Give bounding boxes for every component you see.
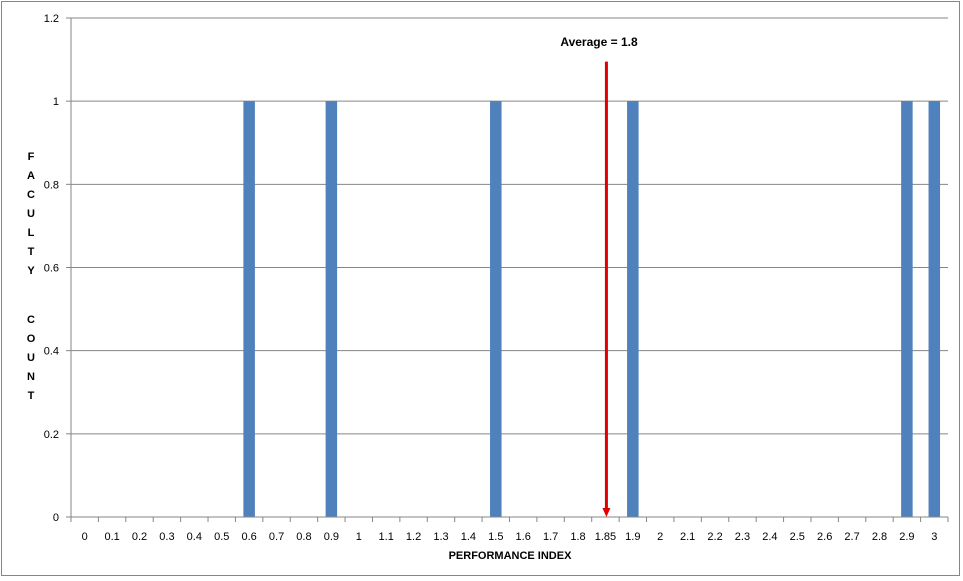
x-tick-label: 0: [82, 531, 88, 543]
x-tick-label: 2.9: [899, 531, 914, 543]
y-tick-label: 1: [53, 96, 59, 108]
y-tick-label: 0.6: [44, 263, 59, 275]
x-tick-label: 1.9: [625, 531, 640, 543]
x-tick-label: 0.5: [214, 531, 229, 543]
bar-1.9: [627, 101, 639, 518]
x-axis-title: PERFORMANCE INDEX: [449, 550, 573, 562]
x-tick-label: 1.85: [595, 531, 616, 543]
x-tick-labels: 0 0.1 0.2 0.3 0.4 0.5 0.6 0.7 0.8 0.9 1 1.1 1.2 1.3 1.…: [70, 517, 949, 543]
y-tick-label: 0.4: [44, 346, 59, 358]
x-tick-label: 1.8: [570, 531, 585, 543]
y-axis-title-letter: F: [28, 151, 35, 163]
x-tick-label: 2.3: [735, 531, 750, 543]
x-tick-label: 0.4: [187, 531, 202, 543]
y-tick-label: 1.2: [44, 13, 59, 25]
x-tick-label: 2.4: [762, 531, 777, 543]
y-axis-title-letter: T: [28, 390, 35, 402]
y-axis-title-letter: C: [27, 314, 35, 326]
y-tick-label: 0: [53, 512, 59, 524]
x-tick-label: 0.2: [132, 531, 147, 543]
bar-0.9: [325, 101, 338, 518]
y-axis-title-letter: C: [27, 189, 35, 201]
x-tick-label: 0.8: [296, 531, 311, 543]
x-tick-label: 1.2: [406, 531, 421, 543]
x-tick-label: 3: [931, 531, 937, 543]
y-tick-label: 0.8: [44, 179, 59, 191]
y-axis-title-letter: A: [27, 170, 35, 182]
x-tick-label: 2.8: [872, 531, 887, 543]
x-tick-label: 0.3: [159, 531, 174, 543]
x-tick-label: 0.1: [104, 531, 119, 543]
x-tick-label: 2.5: [790, 531, 805, 543]
y-tick-labels: 0 0.2 0.4 0.6 0.8 1 1.2: [44, 13, 71, 524]
x-tick-label: 2.6: [817, 531, 832, 543]
x-tick-label: 1.1: [379, 531, 394, 543]
average-label: Average = 1.8: [560, 35, 638, 49]
average-arrow-head: [602, 508, 611, 517]
x-tick-label: 0.6: [241, 531, 256, 543]
y-axis-title-letter: L: [28, 227, 35, 239]
x-tick-label: 1: [356, 531, 362, 543]
bar-3: [928, 101, 941, 518]
bar-2.9: [901, 101, 913, 518]
bar-0.6: [243, 101, 255, 518]
x-tick-label: 2.7: [844, 531, 859, 543]
x-tick-label: 1.5: [488, 531, 503, 543]
x-tick-label: 0.7: [269, 531, 284, 543]
y-axis-title-letter: Y: [27, 265, 35, 277]
x-tick-label: 1.7: [543, 531, 558, 543]
bars: [243, 101, 941, 518]
x-tick-label: 2.2: [707, 531, 722, 543]
x-tick-label: 2.1: [680, 531, 695, 543]
x-tick-label: 2: [657, 531, 663, 543]
x-tick-label: 1.3: [433, 531, 448, 543]
x-tick-label: 1.4: [461, 531, 476, 543]
y-axis-title-letter: O: [27, 333, 36, 345]
gridlines: [71, 17, 948, 435]
y-axis-title-letter: N: [27, 371, 35, 383]
y-axis-title-letter: T: [28, 246, 35, 258]
bar-1.5: [490, 101, 502, 518]
average-annotation: Average = 1.8: [560, 35, 638, 517]
x-tick-label: 1.6: [516, 531, 531, 543]
x-tick-label: 0.9: [324, 531, 339, 543]
y-axis-title-letter: U: [27, 352, 35, 364]
y-axis-title-letter: U: [27, 208, 35, 220]
y-tick-label: 0.2: [44, 429, 59, 441]
